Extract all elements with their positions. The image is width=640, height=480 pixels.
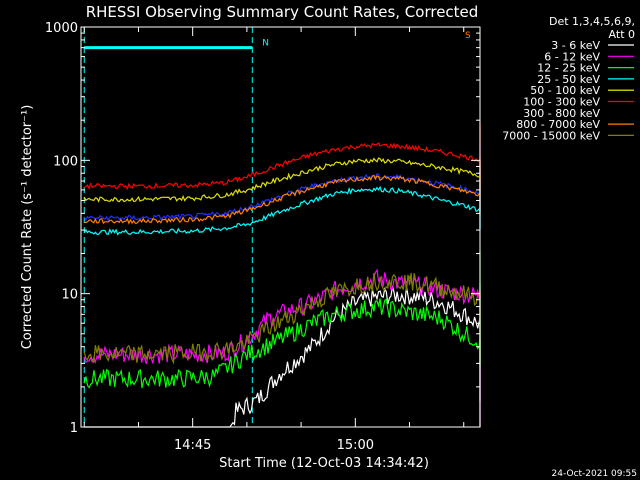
y-axis-label: Corrected Count Rate (s⁻¹ detector⁻¹)	[20, 105, 35, 350]
legend-label-8: 7000 - 15000 keV	[502, 129, 600, 142]
legend-label-4: 50 - 100 keV	[530, 84, 600, 97]
x-tick-label-1: 15:00	[337, 438, 374, 453]
legend-label-6: 300 - 800 keV	[523, 107, 600, 120]
saa-label: S	[465, 31, 471, 41]
legend-label-7: 800 - 7000 keV	[516, 118, 600, 131]
y-tick-label-1: 10	[61, 288, 78, 303]
y-tick-label-3: 1000	[45, 21, 78, 36]
axes-layer: 14:45 15:00 1 10 100 1000	[45, 21, 480, 453]
legend-label-2: 12 - 25 keV	[537, 62, 600, 75]
legend-header-attenuator: Att 0	[609, 28, 635, 41]
chart-title: RHESSI Observing Summary Count Rates, Co…	[86, 3, 479, 21]
legend-label-0: 3 - 6 keV	[551, 39, 600, 52]
x-axis-label: Start Time (12-Oct-03 14:34:42)	[219, 456, 429, 471]
y-tick-label-0: 1	[70, 421, 78, 436]
x-tick-label-0: 14:45	[174, 438, 211, 453]
y-tick-label-2: 100	[53, 154, 78, 169]
legend-label-1: 6 - 12 keV	[544, 50, 600, 63]
night-label: N	[262, 39, 269, 49]
legend-label-3: 25 - 50 keV	[537, 73, 600, 86]
timestamp: 24-Oct-2021 09:55	[552, 469, 637, 479]
plot-frame	[80, 26, 481, 428]
legend-header-detectors: Det 1,3,4,5,6,9,	[549, 15, 635, 28]
legend-label-5: 100 - 300 keV	[523, 96, 600, 109]
